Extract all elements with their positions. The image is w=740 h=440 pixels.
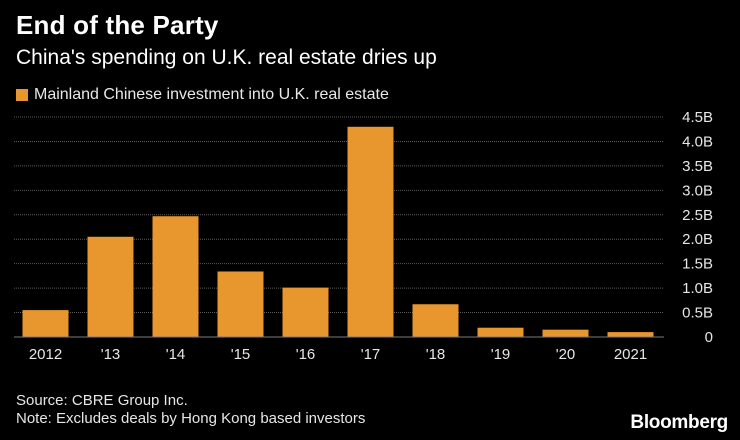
x-tick-label-3: '15 <box>231 346 251 363</box>
y-tick-label-7: 3.5B <box>682 158 713 175</box>
y-tick-label-6: 3.0B <box>682 182 713 199</box>
y-tick-label-0: 0 <box>705 329 713 346</box>
y-tick-label-5: 2.5B <box>682 207 713 224</box>
bar-3 <box>217 271 264 337</box>
bar-5 <box>347 126 394 338</box>
bar-0 <box>22 310 69 337</box>
legend-label: Mainland Chinese investment into U.K. re… <box>34 86 389 103</box>
y-tick-label-3: 1.5B <box>682 256 713 273</box>
chart-title: End of the Party <box>16 10 219 40</box>
bar-1 <box>87 236 134 337</box>
y-tick-label-9: 4.5B <box>682 109 713 126</box>
x-tick-label-2: '14 <box>166 346 186 363</box>
x-tick-label-0: 2012 <box>29 346 62 363</box>
chart-legend: Mainland Chinese investment into U.K. re… <box>16 86 389 104</box>
x-tick-label-8: '20 <box>556 346 576 363</box>
y-tick-label-8: 4.0B <box>682 133 713 150</box>
bar-8 <box>542 329 589 337</box>
source-note: Source: CBRE Group Inc. <box>16 392 188 409</box>
x-tick-label-4: '16 <box>296 346 316 363</box>
footnote: Note: Excludes deals by Hong Kong based … <box>16 410 366 427</box>
bar-6 <box>412 304 459 337</box>
x-tick-label-7: '19 <box>491 346 511 363</box>
y-tick-label-4: 2.0B <box>682 231 713 248</box>
x-tick-label-9: 2021 <box>614 346 647 363</box>
bar-9 <box>607 332 654 337</box>
chart-subtitle: China's spending on U.K. real estate dri… <box>16 46 437 69</box>
y-tick-label-1: 0.5B <box>682 305 713 322</box>
x-tick-label-5: '17 <box>361 346 381 363</box>
y-tick-label-2: 1.0B <box>682 280 713 297</box>
bar-2 <box>152 216 199 337</box>
bloomberg-logo: Bloomberg <box>630 412 728 433</box>
x-tick-label-6: '18 <box>426 346 446 363</box>
x-tick-label-1: '13 <box>101 346 121 363</box>
legend-swatch <box>16 89 28 101</box>
bar-4 <box>282 287 329 337</box>
bar-7 <box>477 327 524 337</box>
